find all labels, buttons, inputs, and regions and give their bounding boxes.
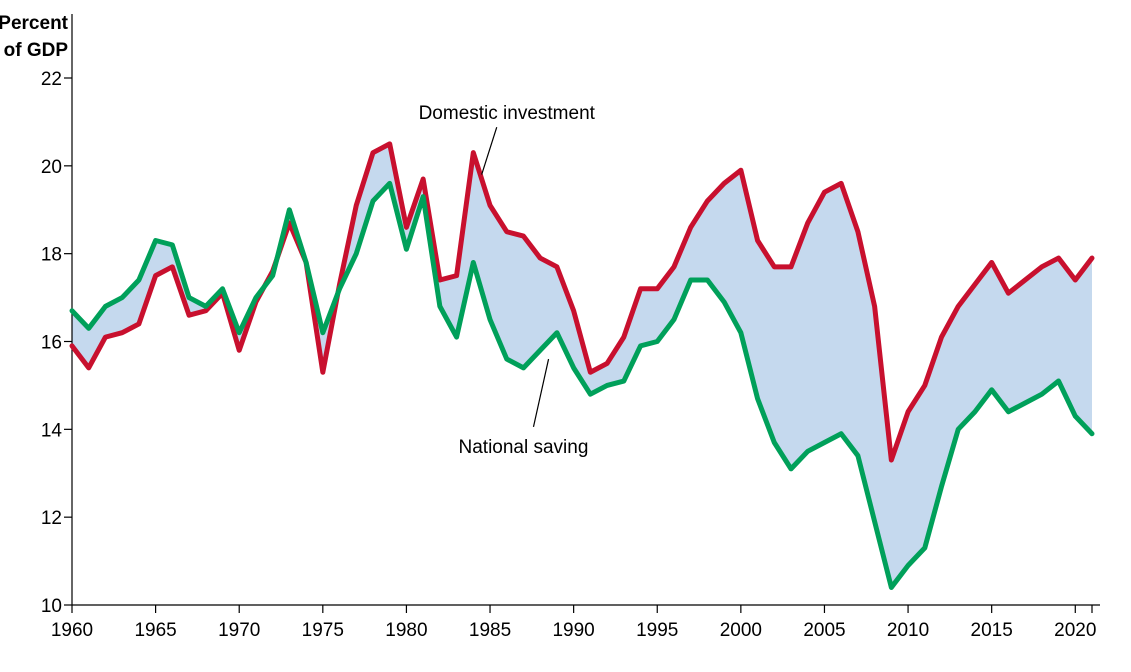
x-tick-label: 1990 [552, 620, 594, 641]
y-tick-label: 20 [41, 157, 62, 178]
y-axis-label: Percent of GDP [0, 13, 69, 61]
y-tick-label: 12 [41, 508, 62, 529]
x-tick-label: 2020 [1054, 620, 1096, 641]
x-tick-label: 1975 [302, 620, 344, 641]
x-tick-label: 1970 [218, 620, 260, 641]
x-tick-label: 2015 [971, 620, 1013, 641]
y-tick-label: 18 [41, 245, 62, 266]
x-tick-label: 2005 [803, 620, 845, 641]
x-tick-label: 1985 [469, 620, 511, 641]
y-axis-label-line-2: of GDP [4, 40, 69, 61]
y-axis-label-line-1: Percent [0, 13, 69, 34]
x-tick-label: 2010 [887, 620, 929, 641]
y-tick-label: 22 [41, 69, 62, 90]
gap-shading [72, 143, 1092, 588]
x-tick-label: 1980 [385, 620, 427, 641]
plot-area: 10 12 14 16 18 20 22 1960 1965 1970 1975 1980 1985 19… [41, 14, 1100, 641]
national-saving-annotation-leader [532, 358, 550, 428]
x-tick-label: 1960 [51, 620, 93, 641]
x-tick-label: 1965 [134, 620, 176, 641]
x-tick-label: 1995 [636, 620, 678, 641]
y-tick-label: 10 [41, 596, 62, 617]
national-saving-line [69, 180, 1095, 590]
domestic-investment-annotation: Domestic investment [419, 103, 596, 124]
y-tick-label: 14 [41, 420, 63, 441]
y-tick-label: 16 [41, 333, 62, 354]
x-tick-label: 2000 [720, 620, 762, 641]
domestic-investment-line [69, 141, 1095, 463]
national-saving-annotation: National saving [459, 437, 589, 458]
domestic-investment-annotation-leader [481, 126, 498, 175]
